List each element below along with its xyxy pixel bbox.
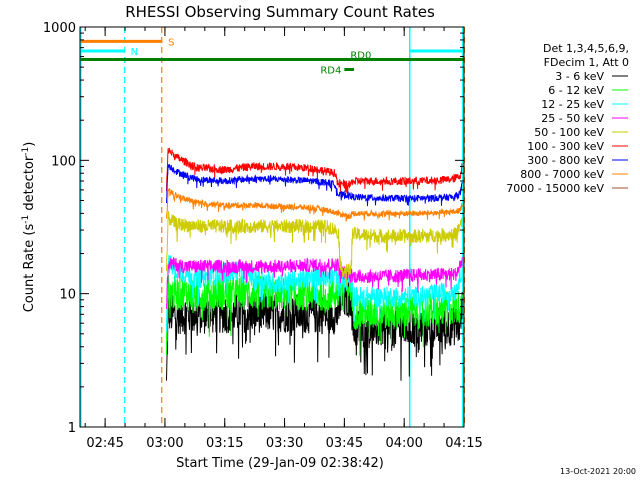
footer-date: 13-Oct-2021 20:00 — [560, 467, 636, 476]
flag-bar-label: RD4 — [320, 66, 341, 77]
series-line — [166, 211, 463, 286]
legend-header-line-2: FDecim 1, Att 0 — [544, 56, 629, 69]
flag-bar-label: N — [131, 47, 138, 58]
y-tick-label: 10 — [59, 288, 76, 303]
x-tick-label: 03:00 — [146, 436, 183, 451]
legend-entry-label: 3 - 6 keV — [555, 70, 604, 83]
x-axis: 02:45 03:00 03:15 03:30 03:45 04:00 04:15 — [84, 27, 483, 451]
y-axis-label: Count Rate (s-1 detector-1) — [21, 142, 37, 313]
x-tick-label: 03:15 — [206, 436, 243, 451]
flag-bar-label: RD0 — [350, 51, 371, 62]
x-tick-label: 03:45 — [326, 436, 363, 451]
series-line — [166, 254, 463, 332]
y-tick-label: 100 — [51, 154, 76, 169]
legend-entry-label: 12 - 25 keV — [541, 98, 604, 111]
series-line — [166, 163, 463, 207]
series-line — [166, 188, 463, 222]
plot-frame — [79, 26, 465, 428]
legend-entry-label: 6 - 12 keV — [548, 84, 604, 97]
chart-title: RHESSI Observing Summary Count Rates — [125, 3, 435, 21]
legend-entry-label: 50 - 100 keV — [534, 126, 604, 139]
series-line — [166, 256, 463, 309]
legend-entry-label: 300 - 800 keV — [527, 154, 604, 167]
legend-entry-label: 800 - 7000 keV — [520, 168, 604, 181]
series-line — [166, 147, 463, 194]
series-line — [166, 279, 463, 381]
y-tick-label: 1 — [68, 421, 76, 436]
x-tick-label: 04:15 — [445, 436, 482, 451]
y-axis: 1000 100 10 1 — [43, 21, 464, 436]
legend-entry-label: 25 - 50 keV — [541, 112, 604, 125]
x-tick-label: 04:00 — [385, 436, 422, 451]
flag-bar-label: S — [168, 37, 174, 48]
legend-entry-label: 7000 - 15000 keV — [506, 182, 604, 195]
legend: Det 1,3,4,5,6,9, FDecim 1, Att 0 3 - 6 k… — [506, 42, 629, 195]
legend-entry-label: 100 - 300 keV — [527, 140, 604, 153]
y-tick-label: 1000 — [43, 21, 76, 36]
x-axis-label: Start Time (29-Jan-09 02:38:42) — [176, 456, 384, 471]
overlay-layer: S N RD0 RD4 — [80, 27, 465, 427]
x-tick-label: 02:45 — [86, 436, 123, 451]
series-layer — [166, 147, 463, 381]
legend-header-line-1: Det 1,3,4,5,6,9, — [543, 42, 629, 55]
x-tick-label: 03:30 — [266, 436, 303, 451]
